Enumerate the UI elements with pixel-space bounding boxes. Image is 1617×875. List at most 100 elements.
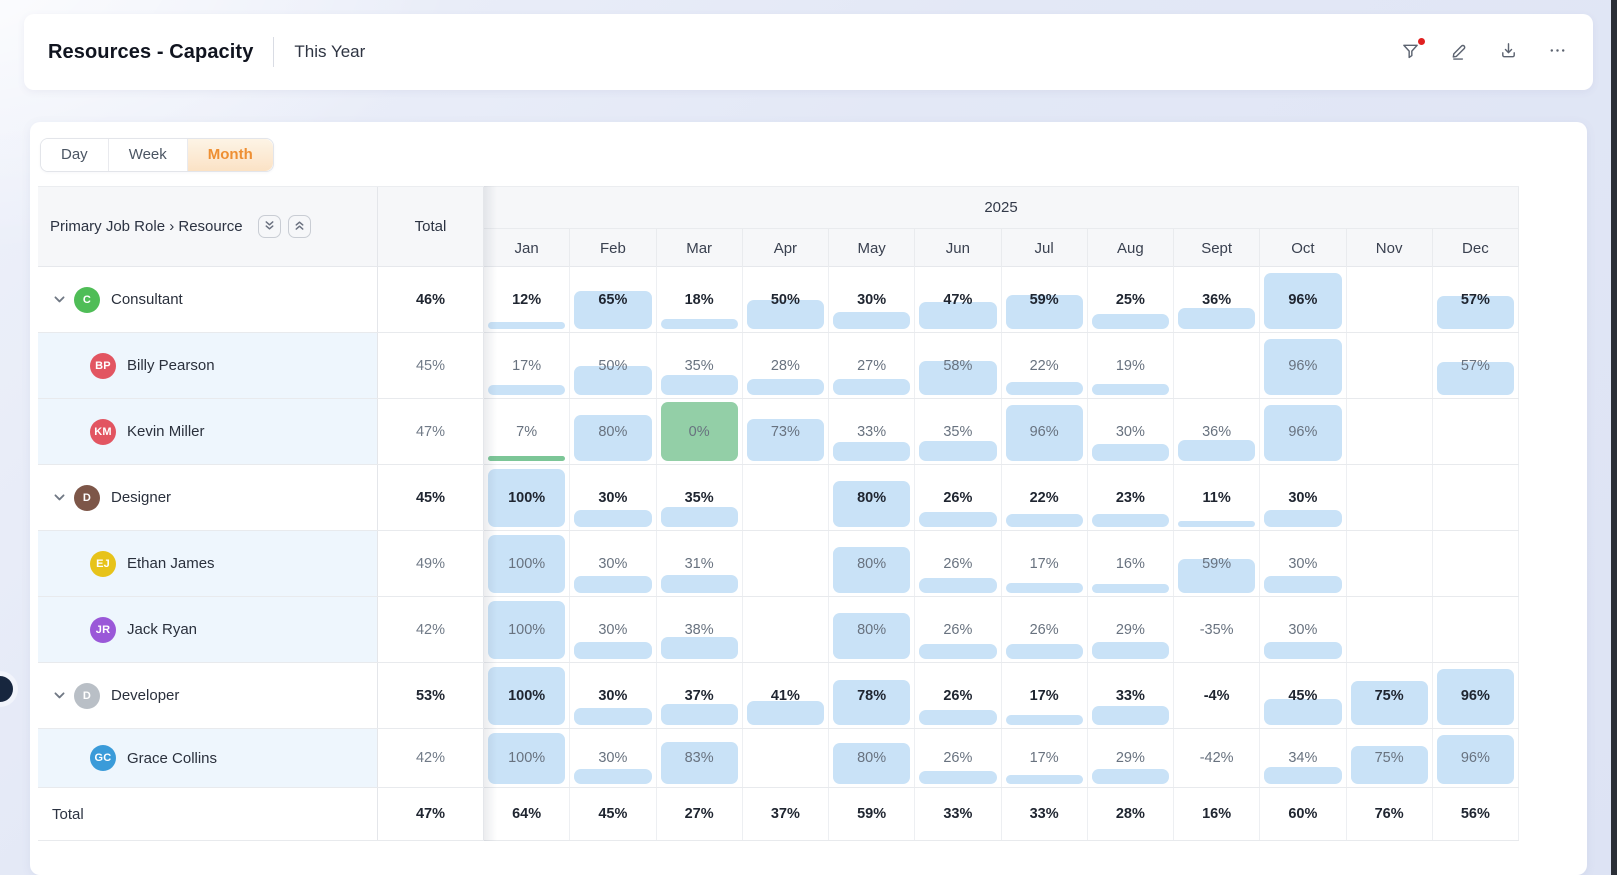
capacity-cell-dec[interactable] (1433, 597, 1519, 662)
capacity-cell-sept[interactable] (1174, 333, 1261, 398)
capacity-cell-apr[interactable]: 50% (743, 267, 829, 332)
capacity-cell-oct[interactable]: 96% (1260, 267, 1347, 332)
capacity-cell-feb[interactable]: 50% (570, 333, 657, 398)
left-edge-handle[interactable] (0, 676, 13, 702)
capacity-cell-may[interactable]: 30% (829, 267, 916, 332)
capacity-cell-mar[interactable]: 0% (657, 399, 743, 464)
capacity-cell-aug[interactable]: 23% (1088, 465, 1174, 530)
capacity-cell-aug[interactable]: 33% (1088, 663, 1174, 728)
capacity-cell-aug[interactable]: 16% (1088, 531, 1174, 596)
capacity-cell-jan[interactable]: 12% (484, 267, 571, 332)
capacity-cell-may[interactable]: 27% (829, 333, 916, 398)
capacity-cell-nov[interactable] (1347, 597, 1433, 662)
capacity-cell-jul[interactable]: 22% (1002, 465, 1088, 530)
capacity-cell-mar[interactable]: 35% (657, 465, 743, 530)
capacity-cell-apr[interactable]: 28% (743, 333, 829, 398)
chevron-down-icon[interactable] (52, 688, 67, 703)
capacity-cell-jun[interactable]: 26% (915, 465, 1002, 530)
capacity-cell-feb[interactable]: 30% (570, 729, 657, 787)
capacity-cell-apr[interactable] (743, 531, 829, 596)
capacity-cell-may[interactable]: 80% (829, 531, 916, 596)
capacity-cell-jan[interactable]: 100% (484, 465, 571, 530)
more-button[interactable] (1546, 39, 1569, 65)
capacity-cell-dec[interactable]: 96% (1433, 729, 1519, 787)
capacity-cell-dec[interactable]: 96% (1433, 663, 1519, 728)
capacity-cell-may[interactable]: 78% (829, 663, 916, 728)
capacity-cell-oct[interactable]: 30% (1260, 597, 1347, 662)
capacity-cell-apr[interactable] (743, 729, 829, 787)
capacity-cell-jul[interactable]: 22% (1002, 333, 1088, 398)
capacity-cell-aug[interactable]: 29% (1088, 597, 1174, 662)
capacity-cell-oct[interactable]: 30% (1260, 531, 1347, 596)
row-label-cell[interactable]: JR Jack Ryan (38, 597, 378, 662)
capacity-cell-jan[interactable]: 7% (484, 399, 571, 464)
capacity-cell-jun[interactable]: 58% (915, 333, 1002, 398)
row-label-cell[interactable]: GC Grace Collins (38, 729, 378, 787)
capacity-cell-jul[interactable]: 96% (1002, 399, 1088, 464)
capacity-cell-sept[interactable]: -35% (1174, 597, 1261, 662)
capacity-cell-may[interactable]: 80% (829, 597, 916, 662)
capacity-cell-jun[interactable]: 47% (915, 267, 1002, 332)
capacity-cell-apr[interactable] (743, 597, 829, 662)
capacity-cell-feb[interactable]: 65% (570, 267, 657, 332)
capacity-cell-jul[interactable]: 59% (1002, 267, 1088, 332)
row-label-cell[interactable]: KM Kevin Miller (38, 399, 378, 464)
capacity-cell-may[interactable]: 80% (829, 729, 916, 787)
capacity-cell-sept[interactable]: 59% (1174, 531, 1261, 596)
capacity-cell-dec[interactable]: 57% (1433, 333, 1519, 398)
edit-button[interactable] (1448, 39, 1471, 65)
row-label-cell[interactable]: D Developer (38, 663, 378, 728)
capacity-cell-feb[interactable]: 30% (570, 465, 657, 530)
row-label-cell[interactable]: BP Billy Pearson (38, 333, 378, 398)
download-button[interactable] (1497, 39, 1520, 65)
capacity-cell-jun[interactable]: 26% (915, 531, 1002, 596)
capacity-cell-nov[interactable] (1347, 465, 1433, 530)
capacity-cell-nov[interactable]: 75% (1347, 729, 1433, 787)
capacity-cell-apr[interactable]: 73% (743, 399, 829, 464)
capacity-cell-dec[interactable]: 57% (1433, 267, 1519, 332)
capacity-cell-dec[interactable] (1433, 399, 1519, 464)
capacity-cell-feb[interactable]: 30% (570, 597, 657, 662)
capacity-cell-jul[interactable]: 17% (1002, 531, 1088, 596)
chevron-down-icon[interactable] (52, 490, 67, 505)
capacity-cell-sept[interactable]: 36% (1174, 399, 1261, 464)
capacity-cell-mar[interactable]: 37% (657, 663, 743, 728)
capacity-cell-may[interactable]: 33% (829, 399, 916, 464)
capacity-cell-apr[interactable] (743, 465, 829, 530)
capacity-cell-nov[interactable] (1347, 333, 1433, 398)
capacity-cell-dec[interactable] (1433, 531, 1519, 596)
capacity-cell-jul[interactable]: 17% (1002, 729, 1088, 787)
capacity-cell-jun[interactable]: 35% (915, 399, 1002, 464)
capacity-cell-aug[interactable]: 25% (1088, 267, 1174, 332)
capacity-cell-sept[interactable]: 36% (1174, 267, 1261, 332)
capacity-cell-mar[interactable]: 18% (657, 267, 743, 332)
capacity-cell-jan[interactable]: 100% (484, 663, 571, 728)
capacity-cell-sept[interactable]: -4% (1174, 663, 1261, 728)
capacity-cell-mar[interactable]: 35% (657, 333, 743, 398)
capacity-cell-oct[interactable]: 96% (1260, 333, 1347, 398)
capacity-cell-aug[interactable]: 30% (1088, 399, 1174, 464)
capacity-cell-nov[interactable]: 75% (1347, 663, 1433, 728)
capacity-cell-sept[interactable]: 11% (1174, 465, 1261, 530)
collapse-all-button[interactable] (287, 215, 311, 238)
capacity-cell-nov[interactable] (1347, 531, 1433, 596)
capacity-cell-jun[interactable]: 26% (915, 729, 1002, 787)
capacity-cell-jul[interactable]: 17% (1002, 663, 1088, 728)
capacity-cell-oct[interactable]: 30% (1260, 465, 1347, 530)
tab-day[interactable]: Day (41, 139, 109, 171)
capacity-cell-jul[interactable]: 26% (1002, 597, 1088, 662)
capacity-cell-jan[interactable]: 100% (484, 597, 571, 662)
capacity-cell-jan[interactable]: 100% (484, 531, 571, 596)
tab-week[interactable]: Week (108, 139, 188, 171)
capacity-cell-feb[interactable]: 30% (570, 531, 657, 596)
row-label-cell[interactable]: D Designer (38, 465, 378, 530)
capacity-cell-jun[interactable]: 26% (915, 663, 1002, 728)
capacity-cell-aug[interactable]: 29% (1088, 729, 1174, 787)
capacity-cell-oct[interactable]: 96% (1260, 399, 1347, 464)
capacity-cell-nov[interactable] (1347, 267, 1433, 332)
capacity-cell-mar[interactable]: 83% (657, 729, 743, 787)
capacity-cell-oct[interactable]: 34% (1260, 729, 1347, 787)
row-label-cell[interactable]: C Consultant (38, 267, 378, 332)
capacity-cell-mar[interactable]: 38% (657, 597, 743, 662)
capacity-cell-apr[interactable]: 41% (743, 663, 829, 728)
